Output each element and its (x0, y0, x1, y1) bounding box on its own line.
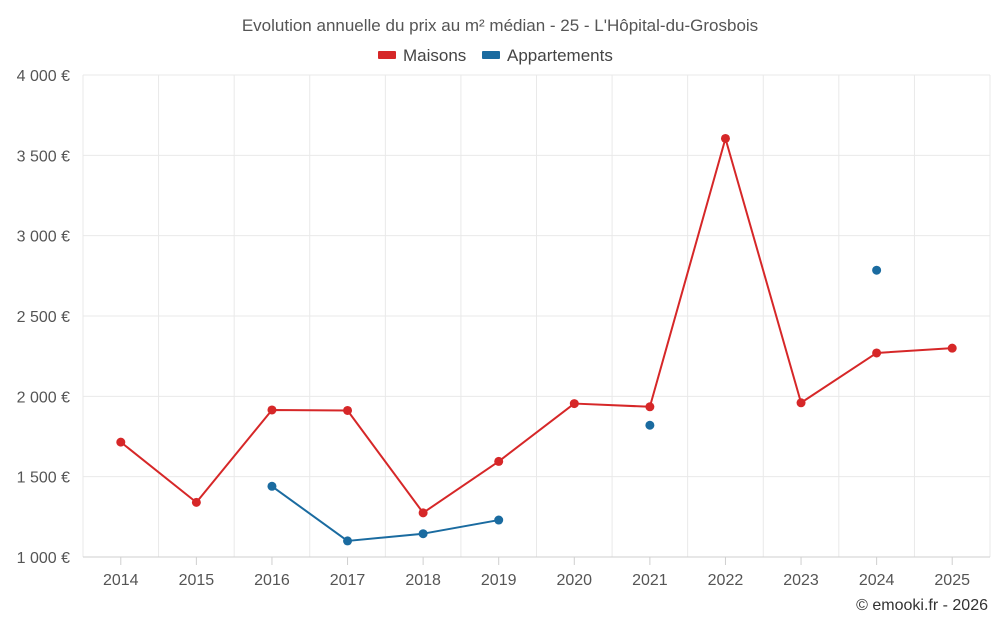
legend-item-maisons[interactable]: Maisons (378, 46, 466, 65)
series (116, 133, 957, 546)
legend-swatch-maisons (378, 51, 396, 59)
x-tick-label: 2020 (556, 572, 592, 589)
legend-label-maisons: Maisons (403, 46, 466, 65)
data-point-appartements-2016[interactable] (267, 481, 277, 491)
x-tick-label: 2016 (254, 572, 290, 589)
data-point-maisons-2020[interactable] (569, 399, 579, 409)
chart-title: Evolution annuelle du prix au m² médian … (242, 16, 758, 35)
data-point-maisons-2016[interactable] (267, 405, 277, 415)
y-tick-label: 4 000 € (17, 68, 70, 85)
credit-text: © emooki.fr - 2026 (856, 597, 988, 614)
x-tick-label: 2019 (481, 572, 517, 589)
legend-label-appartements: Appartements (507, 46, 613, 65)
series-appartements (267, 265, 882, 546)
y-tick-label: 1 000 € (17, 550, 70, 567)
data-point-maisons-2022[interactable] (720, 133, 730, 143)
x-tick-label: 2014 (103, 572, 139, 589)
y-tick-label: 3 000 € (17, 229, 70, 246)
y-axis: 1 000 € 1 500 € 2 000 € 2 500 € 3 000 € 3 500… (17, 68, 70, 567)
y-tick-label: 1 500 € (17, 470, 70, 487)
x-tick-label: 2022 (708, 572, 744, 589)
x-tick-label: 2017 (330, 572, 366, 589)
data-point-maisons-2015[interactable] (191, 497, 201, 507)
data-point-maisons-2024[interactable] (872, 348, 882, 358)
legend-item-appartements[interactable]: Appartements (482, 46, 613, 65)
x-tick-label: 2025 (934, 572, 970, 589)
series-line-appartements (271, 485, 499, 542)
series-line-maisons (120, 137, 953, 514)
data-point-maisons-2019[interactable] (494, 456, 504, 466)
x-tick-label: 2018 (405, 572, 441, 589)
x-tick-label: 2023 (783, 572, 819, 589)
data-point-maisons-2023[interactable] (796, 398, 806, 408)
data-point-maisons-2018[interactable] (418, 508, 428, 518)
data-point-appartements-2021[interactable] (645, 420, 655, 430)
data-point-maisons-2017[interactable] (343, 405, 353, 415)
x-tick-label: 2015 (179, 572, 215, 589)
x-tick-label: 2021 (632, 572, 668, 589)
data-point-maisons-2021[interactable] (645, 402, 655, 412)
data-point-maisons-2014[interactable] (116, 437, 126, 447)
data-point-appartements-2018[interactable] (418, 529, 428, 539)
x-axis: 2014 2015 2016 2017 2018 2019 2020 2021 2022 2023… (103, 557, 970, 589)
data-point-appartements-2024[interactable] (872, 265, 882, 275)
x-tick-label: 2024 (859, 572, 895, 589)
y-tick-label: 2 500 € (17, 309, 70, 326)
legend: Maisons Appartements (378, 46, 613, 65)
legend-swatch-appartements (482, 51, 500, 59)
series-maisons (116, 133, 957, 518)
data-point-maisons-2025[interactable] (947, 343, 957, 353)
grid (82, 74, 991, 558)
data-point-appartements-2017[interactable] (343, 536, 353, 546)
y-tick-label: 3 500 € (17, 148, 70, 165)
y-tick-label: 2 000 € (17, 389, 70, 406)
data-point-appartements-2019[interactable] (494, 515, 504, 525)
